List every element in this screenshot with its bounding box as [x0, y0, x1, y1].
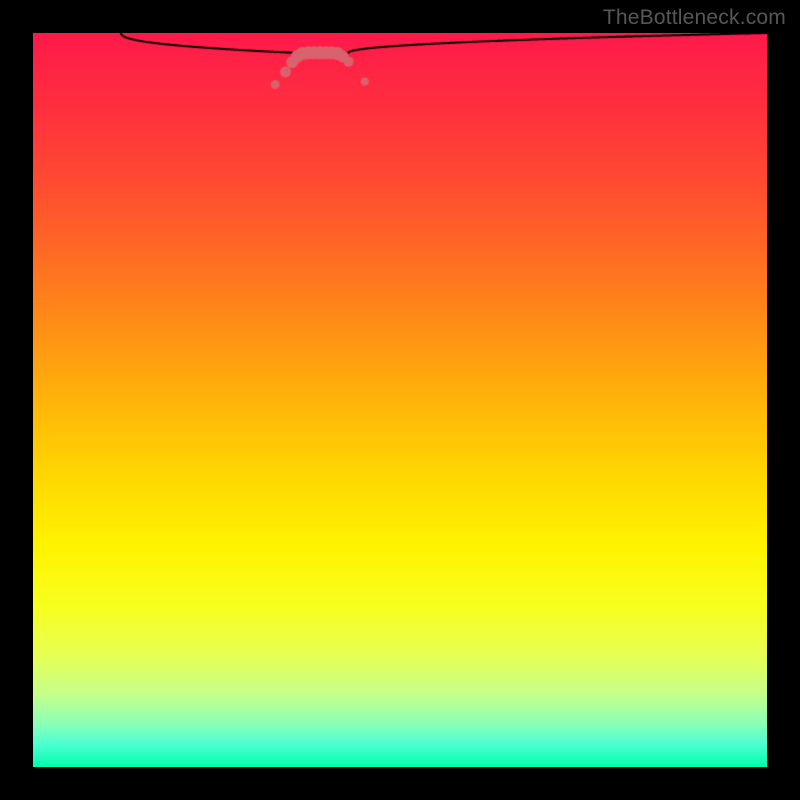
watermark-text: TheBottleneck.com [603, 6, 786, 30]
bottleneck-markers [33, 33, 767, 767]
chart-plot-area [33, 33, 767, 767]
